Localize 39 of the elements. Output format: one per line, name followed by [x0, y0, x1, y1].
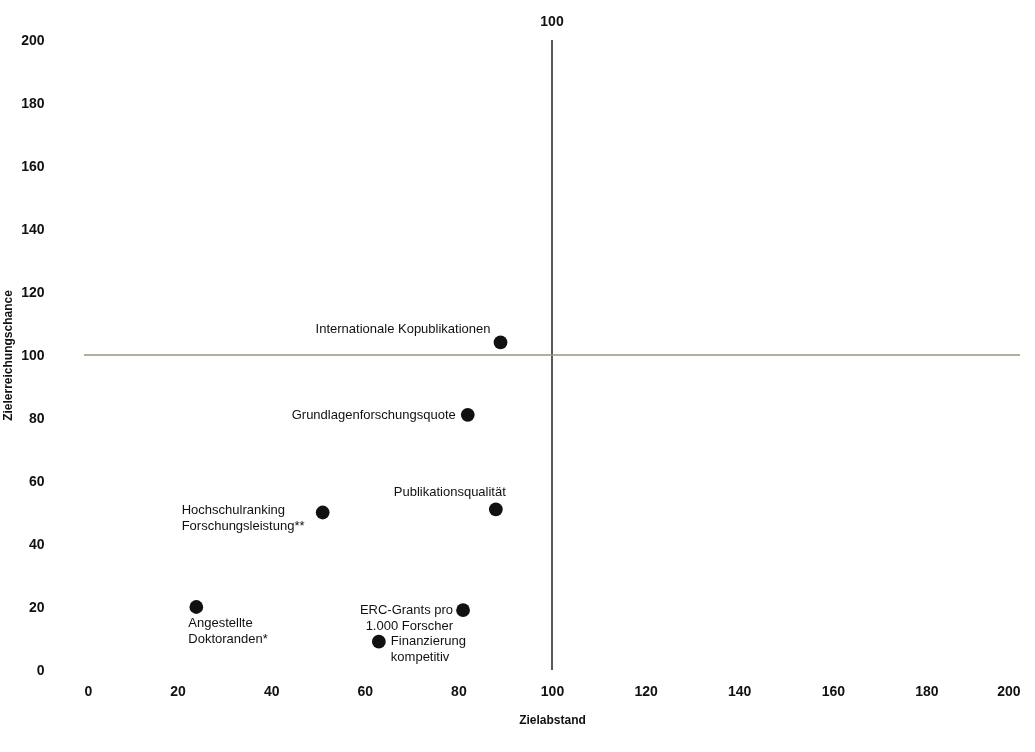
y-tick-label: 40: [28, 535, 45, 552]
x-tick-label: 200: [997, 682, 1021, 699]
x-tick-label: 80: [451, 682, 467, 699]
y-tick-label: 60: [28, 472, 45, 489]
y-tick-label: 80: [28, 409, 45, 426]
point: [315, 505, 330, 520]
point: [371, 634, 386, 649]
annotation: Angestellte Doktoranden*: [188, 615, 268, 646]
x-tick-label: 120: [634, 682, 658, 699]
x-axis-title: Zielabstand: [519, 712, 586, 727]
annotation: Publikationsqualität: [393, 484, 507, 500]
ref-line-label: 100: [540, 13, 564, 29]
y-tick-label: 140: [21, 220, 45, 237]
x-tick-label: 100: [540, 682, 565, 699]
x-tick-label: 20: [170, 682, 187, 699]
annotation: Internationale Kopublikationen: [315, 321, 491, 337]
y-axis-title: Zielerreichungschance: [1, 289, 16, 421]
point: [456, 603, 470, 618]
y-tick-label: 0: [36, 661, 45, 678]
y-tick-label: 100: [21, 346, 45, 363]
y-tick-label: 180: [21, 94, 45, 111]
point: [488, 502, 503, 517]
annotation: ERC-Grants pro 1.000 Forscher: [359, 602, 454, 634]
x-tick-label: 40: [263, 682, 280, 699]
y-tick-label: 120: [21, 283, 45, 300]
x-tick-label: 160: [821, 682, 846, 699]
y-tick-label: 20: [28, 598, 45, 615]
y-tick-label: 200: [21, 31, 45, 48]
point: [493, 335, 508, 350]
point: [460, 407, 475, 422]
y-tick-label: 160: [21, 157, 45, 174]
point: [189, 600, 204, 614]
annotation: Grundlagenforschungsquote: [291, 406, 456, 422]
x-tick-label: 60: [357, 682, 374, 699]
x-tick-label: 140: [728, 682, 752, 699]
annotation: Hochschulranking Forschungsleistung**: [181, 501, 305, 533]
annotation: Finanzierung kompetitiv: [390, 632, 466, 664]
x-tick-label: 180: [915, 682, 939, 699]
x-tick-label: 0: [84, 682, 93, 699]
